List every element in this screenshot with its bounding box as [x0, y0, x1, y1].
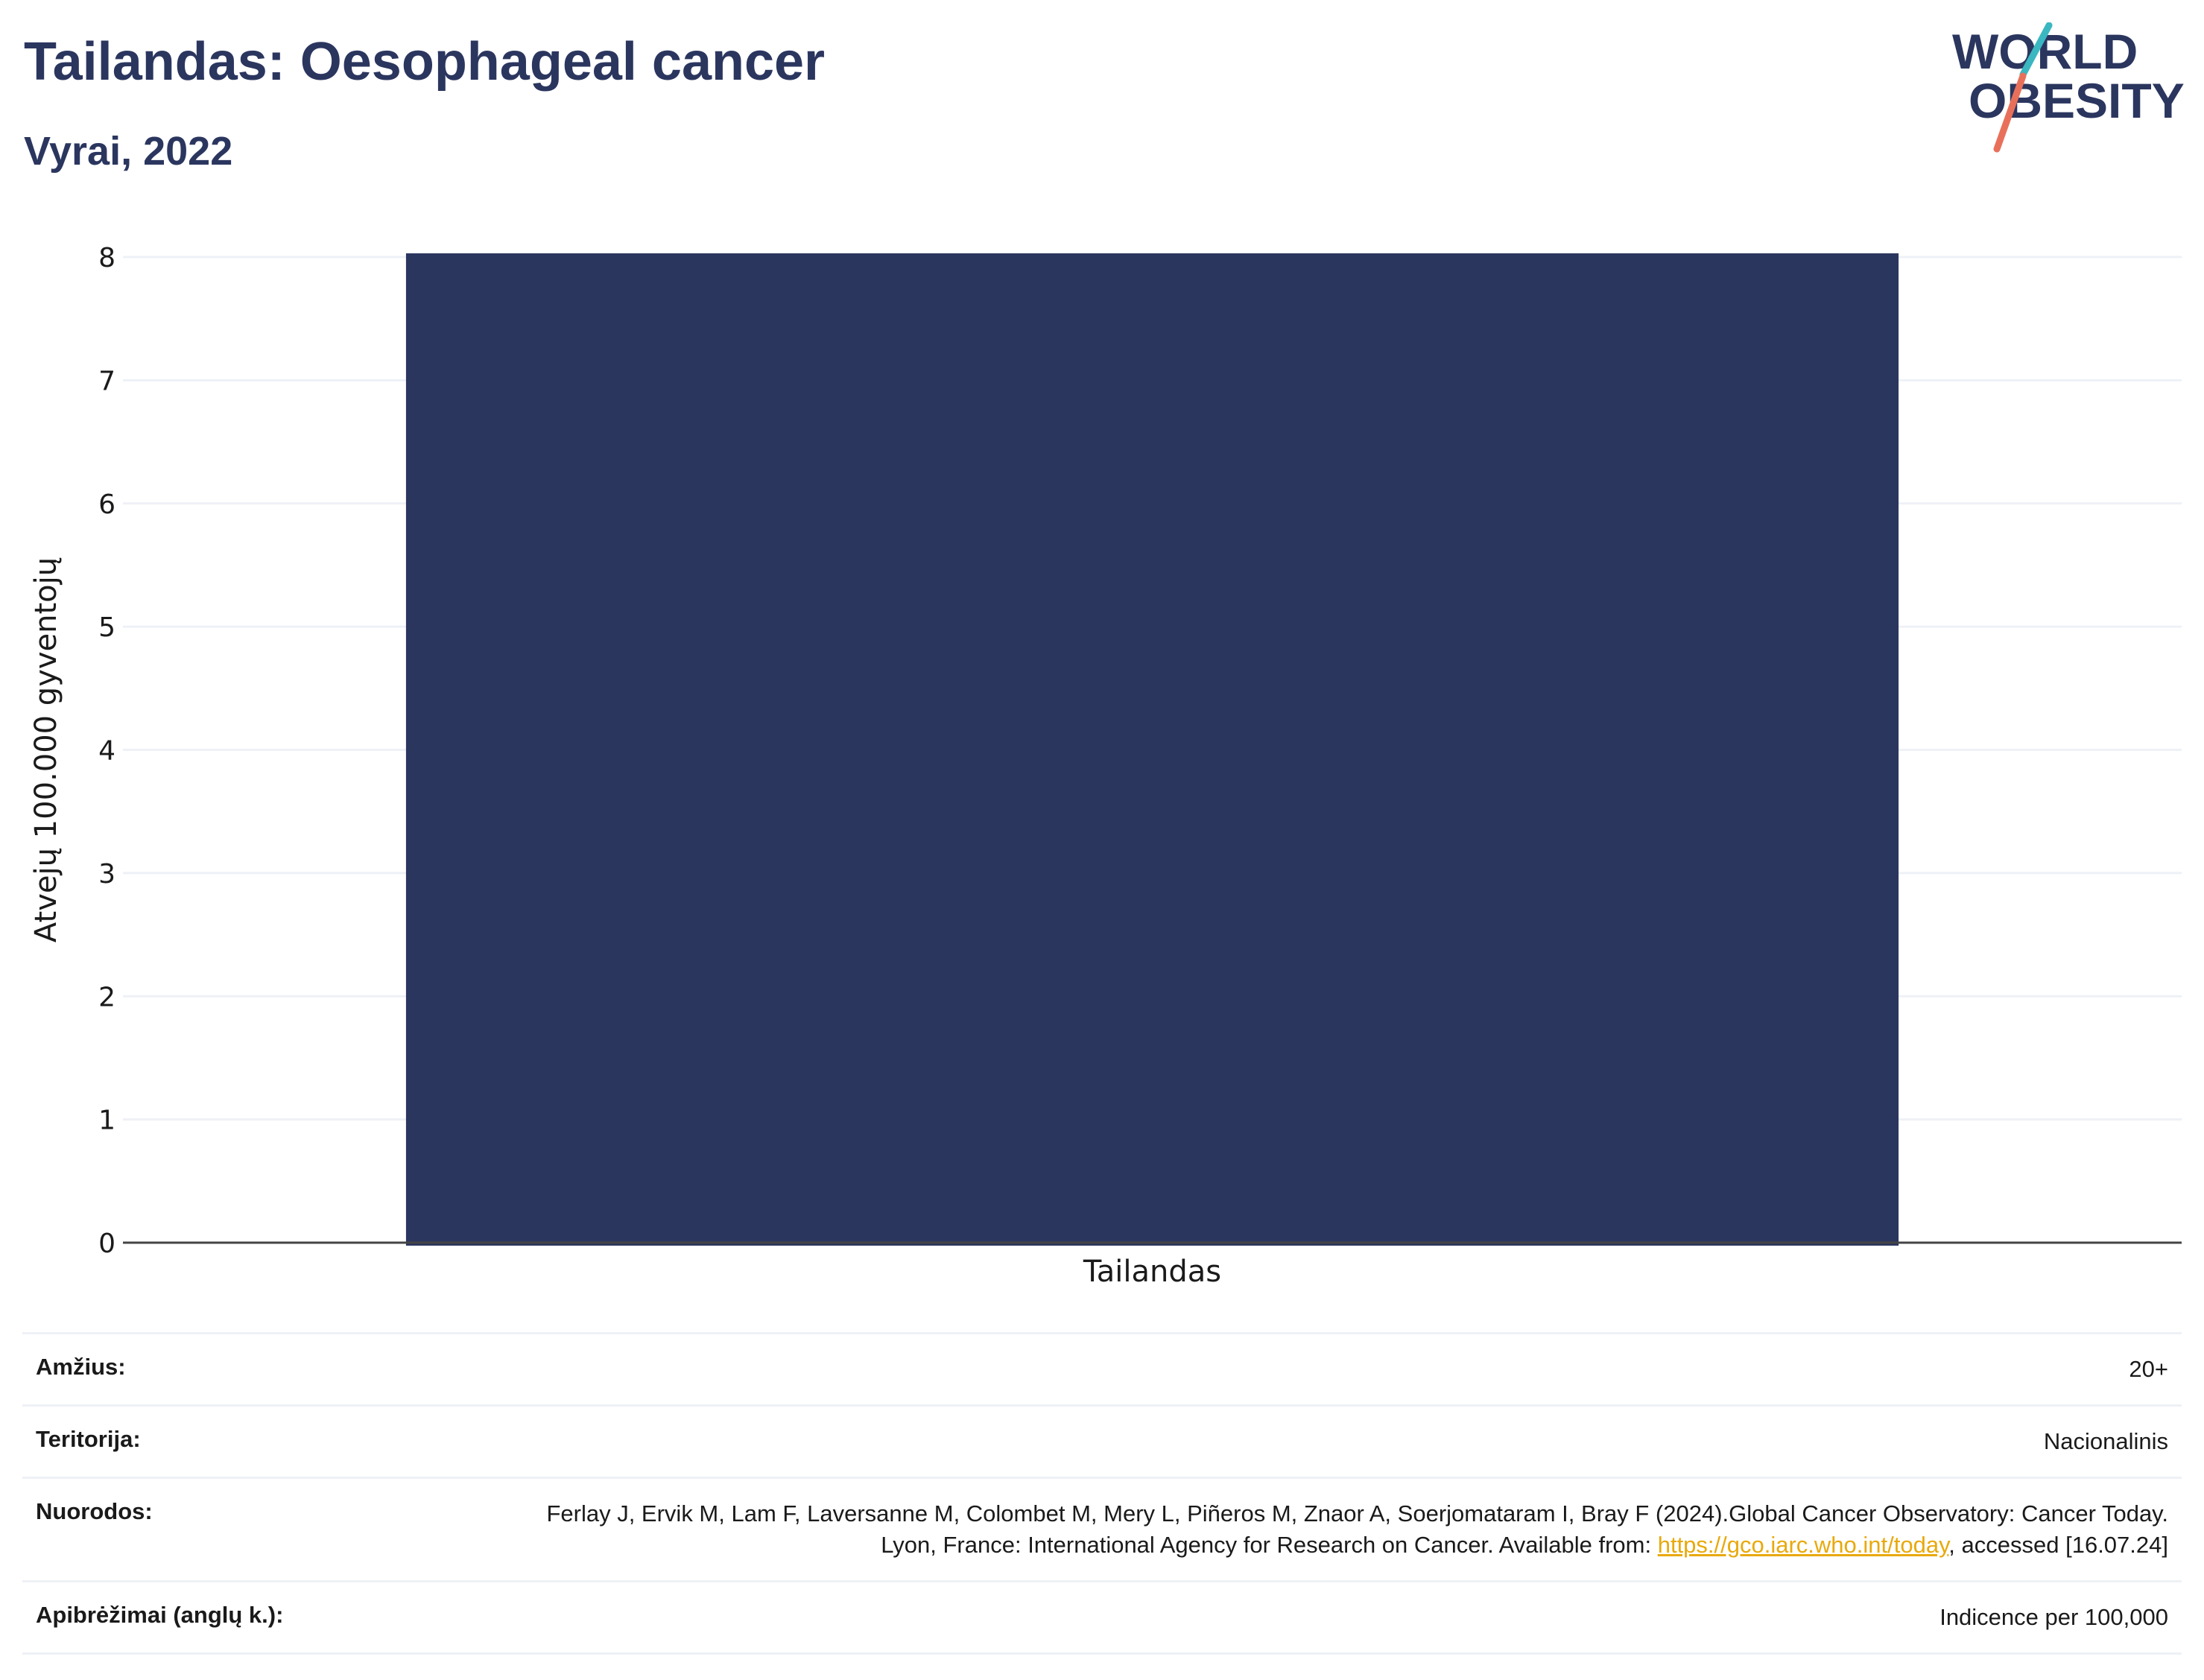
references-label: Nuorodos:: [36, 1498, 153, 1524]
metadata-table: Amžius: 20+ Teritorija: Nacionalinis Nuo…: [22, 1332, 2182, 1655]
bar-chart: 0 1 2 3 4 5 6 7 8 Tailandas Atvejų 100.000 gyven…: [29, 243, 2182, 1289]
y-axis-label: Atvejų 100.000 gyventojų: [29, 557, 63, 942]
references-accessed: , accessed [16.07.24]: [1948, 1532, 2168, 1558]
y-tick-label: 3: [98, 859, 115, 890]
references-value: Ferlay J, Ervik M, Lam F, Laversanne M, …: [478, 1479, 2182, 1580]
y-tick-labels: 0 1 2 3 4 5 6 7 8: [98, 243, 115, 1259]
references-text: Ferlay J, Ervik M, Lam F, Laversanne M, …: [546, 1500, 2168, 1558]
chart-subtitle: Vyrai, 2022: [24, 129, 233, 174]
chart-title: Tailandas: Oesophageal cancer: [24, 32, 826, 92]
y-tick-label: 0: [98, 1229, 115, 1259]
y-tick-label: 1: [98, 1106, 115, 1136]
y-tick-label: 5: [98, 612, 115, 643]
world-obesity-logo: WORLD OBESITY: [1952, 22, 2185, 153]
references-link[interactable]: https://gco.iarc.who.int/today: [1657, 1532, 1949, 1558]
age-value: 20+: [2129, 1356, 2168, 1382]
logo-line-2: OBESITY: [1969, 73, 2185, 128]
bars: [405, 253, 1899, 1246]
y-tick-label: 2: [98, 982, 115, 1012]
definitions-value: Indicence per 100,000: [1939, 1604, 2168, 1630]
logo-slash-top: [2019, 22, 2053, 78]
x-tick-label: Tailandas: [1083, 1255, 1221, 1289]
meta-row-definitions: Apibrėžimai (anglų k.): Indicence per 10…: [22, 1580, 2182, 1655]
y-tick-label: 6: [98, 489, 115, 520]
logo-slash-bottom: [1993, 72, 2027, 153]
y-tick-label: 8: [98, 243, 115, 273]
meta-row-references: Nuorodos: Ferlay J, Ervik M, Lam F, Lave…: [22, 1477, 2182, 1580]
meta-row-age: Amžius: 20+: [22, 1332, 2182, 1404]
definitions-label: Apibrėžimai (anglų k.):: [36, 1602, 284, 1628]
age-label: Amžius:: [36, 1354, 126, 1380]
x-tick-labels: Tailandas: [1083, 1255, 1221, 1289]
y-tick-label: 4: [98, 736, 115, 767]
territory-label: Teritorija:: [36, 1426, 141, 1452]
meta-row-territory: Teritorija: Nacionalinis: [22, 1404, 2182, 1477]
y-tick-label: 7: [98, 366, 115, 396]
territory-value: Nacionalinis: [2043, 1428, 2168, 1454]
bar: [405, 253, 1899, 1246]
